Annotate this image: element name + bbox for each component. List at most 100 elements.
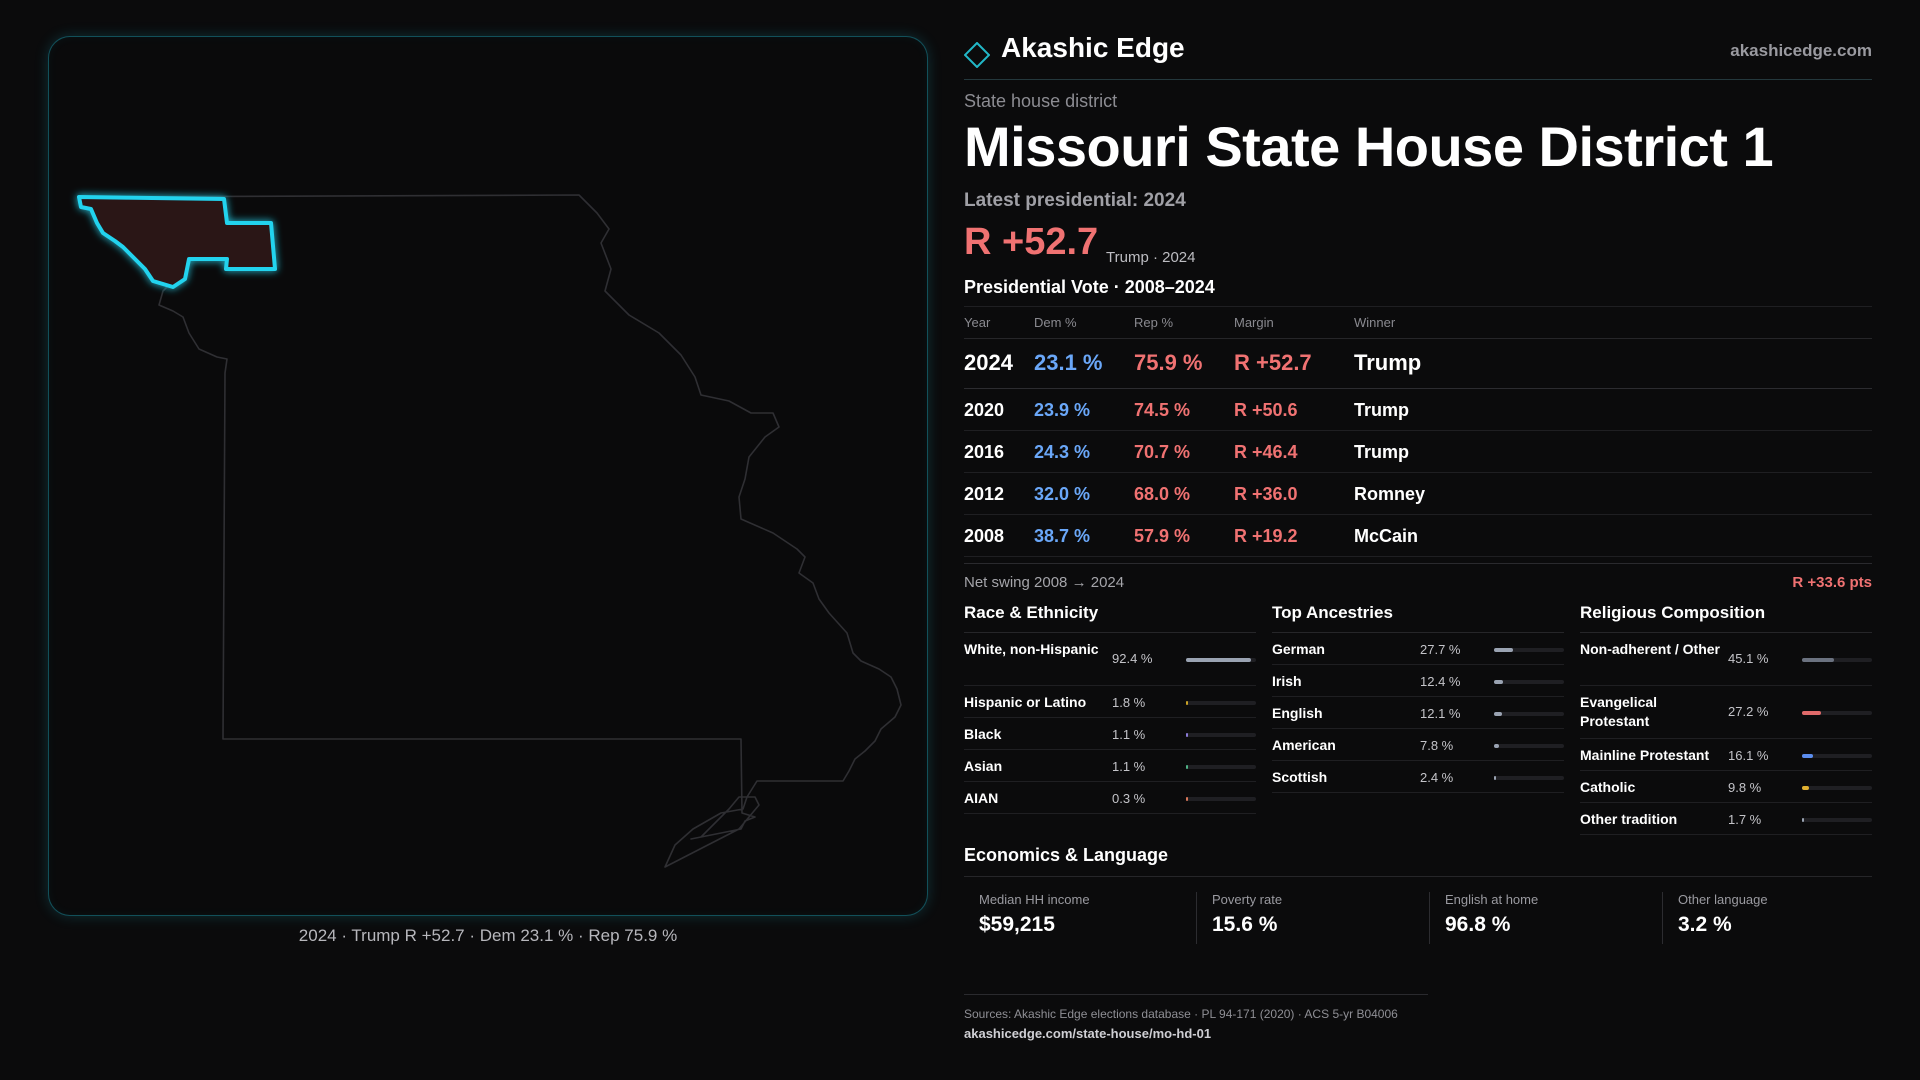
share-bar-fill — [1494, 776, 1496, 780]
item-value: 1.1 % — [1112, 727, 1146, 742]
item-label: English — [1272, 705, 1323, 721]
share-bar — [1186, 797, 1256, 801]
brand-name: Akashic Edge — [1001, 32, 1185, 63]
item-value: 45.1 % — [1728, 651, 1769, 666]
share-bar — [1494, 712, 1564, 716]
item-label: Asian — [964, 758, 1003, 774]
share-bar — [1494, 680, 1564, 684]
item-label: Other tradition — [1580, 811, 1678, 827]
share-bar — [1802, 711, 1872, 715]
cell-year: 2020 — [964, 400, 1005, 420]
page-title: Missouri State House District 1 — [964, 115, 1774, 178]
cell-rep: 75.9 % — [1134, 350, 1203, 375]
stat-label: Median HH income — [979, 892, 1090, 907]
cell-winner: Trump — [1354, 442, 1410, 462]
column-header-margin: Margin — [1234, 315, 1274, 330]
missouri-map — [77, 194, 902, 868]
item-value: 0.3 % — [1112, 791, 1146, 806]
district-map-panel[interactable] — [48, 36, 928, 916]
share-bar-fill — [1802, 658, 1834, 662]
cell-rep: 68.0 % — [1134, 484, 1191, 504]
ancestries-section: Top Ancestries German 27.7 % Irish 12.4 … — [1272, 601, 1564, 793]
cell-year: 2012 — [964, 484, 1005, 504]
item-value: 1.8 % — [1112, 695, 1146, 710]
share-bar-fill — [1494, 680, 1503, 684]
brand-url-link[interactable]: akashicedge.com — [1730, 41, 1872, 60]
cell-winner: Trump — [1354, 350, 1422, 375]
share-bar — [1802, 658, 1872, 662]
stat-value: 96.8 % — [1445, 913, 1511, 936]
brand-header: Akashic Edge akashicedge.com — [964, 32, 1872, 80]
share-bar — [1186, 701, 1256, 705]
district-type-label: State house district — [964, 91, 1118, 111]
list-item: Non-adherent / Other 45.1 % — [1580, 633, 1872, 686]
item-value: 16.1 % — [1728, 748, 1769, 763]
cell-dem: 38.7 % — [1034, 526, 1091, 546]
list-item: Mainline Protestant 16.1 % — [1580, 739, 1872, 771]
cell-winner: Trump — [1354, 400, 1410, 420]
page-url-link[interactable]: akashicedge.com/state-house/mo-hd-01 — [964, 1026, 1212, 1041]
item-value: 7.8 % — [1420, 738, 1454, 753]
cell-year: 2016 — [964, 442, 1005, 462]
table-row: 2008 38.7 % 57.9 % R +19.2 McCain — [964, 515, 1872, 557]
share-bar — [1802, 754, 1872, 758]
item-label: American — [1272, 737, 1336, 753]
item-value: 1.7 % — [1728, 812, 1762, 827]
table-row: 2012 32.0 % 68.0 % R +36.0 Romney — [964, 473, 1872, 515]
item-value: 2.4 % — [1420, 770, 1454, 785]
share-bar — [1186, 658, 1256, 662]
cell-margin: R +50.6 — [1234, 400, 1298, 420]
list-item: Irish 12.4 % — [1272, 665, 1564, 697]
section-title: Top Ancestries — [1272, 601, 1564, 633]
cell-rep: 74.5 % — [1134, 400, 1191, 420]
list-item: AIAN 0.3 % — [964, 782, 1256, 814]
share-bar-fill — [1494, 712, 1502, 716]
share-bar — [1802, 818, 1872, 822]
share-bar-fill — [1186, 733, 1188, 737]
share-bar-fill — [1802, 818, 1804, 822]
state-outline — [86, 194, 902, 868]
section-title: Religious Composition — [1580, 601, 1872, 633]
headline-margin-subtitle: Trump · 2024 — [1106, 249, 1196, 266]
cell-winner: Romney — [1354, 484, 1426, 504]
stat-value: $59,215 — [979, 913, 1055, 936]
cell-dem: 23.9 % — [1034, 400, 1091, 420]
sources-note: Sources: Akashic Edge elections database… — [964, 1007, 1398, 1021]
list-item: Asian 1.1 % — [964, 750, 1256, 782]
presidential-vote-table: Year Dem % Rep % Margin Winner 2024 23.1… — [964, 306, 1872, 557]
column-header-winner: Winner — [1354, 315, 1396, 330]
diamond-logo-icon — [964, 42, 990, 68]
item-label: White, non-Hispanic — [964, 641, 1099, 657]
race-ethnicity-section: Race & Ethnicity White, non-Hispanic 92.… — [964, 601, 1256, 814]
table-row: 2016 24.3 % 70.7 % R +46.4 Trump — [964, 431, 1872, 473]
share-bar — [1186, 765, 1256, 769]
share-bar-fill — [1494, 648, 1513, 652]
map-caption: 2024 · Trump R +52.7 · Dem 23.1 % · Rep … — [298, 926, 678, 945]
list-item: Evangelical Protestant 27.2 % — [1580, 686, 1872, 739]
item-label: Catholic — [1580, 779, 1636, 795]
footer: Sources: Akashic Edge elections database… — [964, 994, 1428, 1041]
cell-dem: 23.1 % — [1034, 350, 1103, 375]
list-item: German 27.7 % — [1272, 633, 1564, 665]
item-label: Hispanic or Latino — [964, 694, 1087, 710]
stat-value: 3.2 % — [1678, 913, 1732, 936]
list-item: Black 1.1 % — [964, 718, 1256, 750]
cell-margin: R +52.7 — [1234, 350, 1312, 375]
list-item: English 12.1 % — [1272, 697, 1564, 729]
share-bar — [1494, 744, 1564, 748]
econ-stat-other-language: Other language 3.2 % — [1662, 892, 1880, 944]
share-bar-fill — [1802, 711, 1821, 715]
stat-label: Other language — [1678, 892, 1768, 907]
cell-year: 2024 — [964, 350, 1013, 375]
item-value: 9.8 % — [1728, 780, 1762, 795]
item-value: 27.2 % — [1728, 704, 1769, 719]
list-item: American 7.8 % — [1272, 729, 1564, 761]
column-header-rep: Rep % — [1134, 315, 1174, 330]
list-item: Hispanic or Latino 1.8 % — [964, 686, 1256, 718]
cell-margin: R +19.2 — [1234, 526, 1298, 546]
district-highlight[interactable] — [77, 195, 277, 289]
cell-dem: 32.0 % — [1034, 484, 1091, 504]
stat-label: Poverty rate — [1212, 892, 1283, 907]
share-bar-fill — [1494, 744, 1499, 748]
section-title: Race & Ethnicity — [964, 601, 1256, 633]
